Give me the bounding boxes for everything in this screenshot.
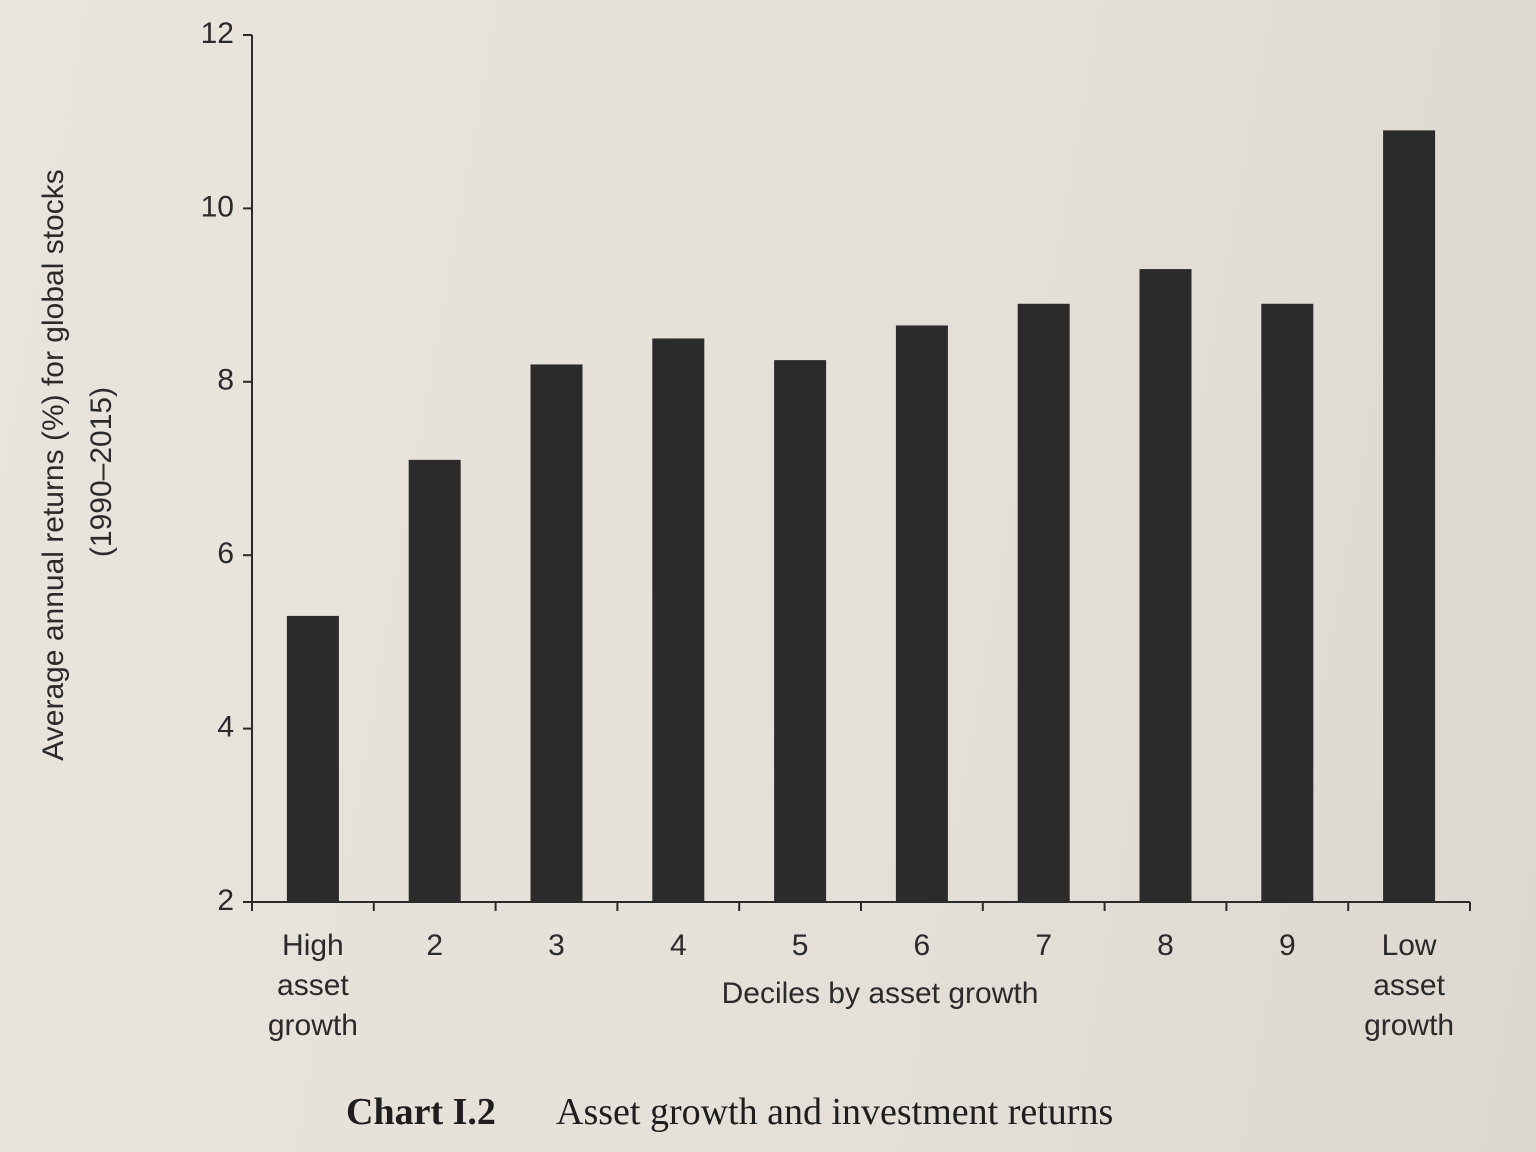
- y-axis-label: (1990–2015): [85, 387, 118, 557]
- bar: [895, 325, 948, 902]
- x-tick-label: 6: [913, 929, 931, 962]
- bar: [1383, 130, 1436, 902]
- bar: [1261, 303, 1314, 902]
- y-tick-label: 10: [201, 190, 234, 223]
- caption-label: Chart I.2: [346, 1091, 496, 1133]
- bar: [1139, 269, 1192, 903]
- bar: [652, 338, 705, 902]
- x-tick-label: 2: [426, 929, 444, 962]
- y-tick-label: 4: [217, 711, 234, 744]
- x-tick-label: 9: [1278, 929, 1296, 962]
- x-tick-label: Low asset growth: [1364, 929, 1455, 1042]
- x-tick-label: 8: [1157, 929, 1174, 962]
- x-tick-label: 5: [791, 929, 809, 962]
- y-axis-label: Average annual returns (%) for global st…: [37, 169, 70, 760]
- x-tick-label: 4: [669, 929, 687, 962]
- bar: [286, 615, 339, 902]
- x-tick-label: High asset growth: [267, 929, 358, 1042]
- bar: [1017, 303, 1070, 902]
- y-tick-label: 8: [217, 364, 234, 397]
- x-tick-label: 3: [548, 929, 565, 962]
- bar: [530, 364, 583, 903]
- y-tick-label: 12: [201, 17, 234, 50]
- chart-title: Asset growth and investment returns: [556, 1091, 1114, 1133]
- y-tick-label: 2: [217, 884, 234, 917]
- x-axis-label: Deciles by asset growth: [722, 977, 1039, 1010]
- y-tick-label: 6: [217, 537, 234, 570]
- x-tick-label: 7: [1035, 929, 1053, 962]
- bar: [408, 459, 461, 902]
- bar: [774, 360, 827, 902]
